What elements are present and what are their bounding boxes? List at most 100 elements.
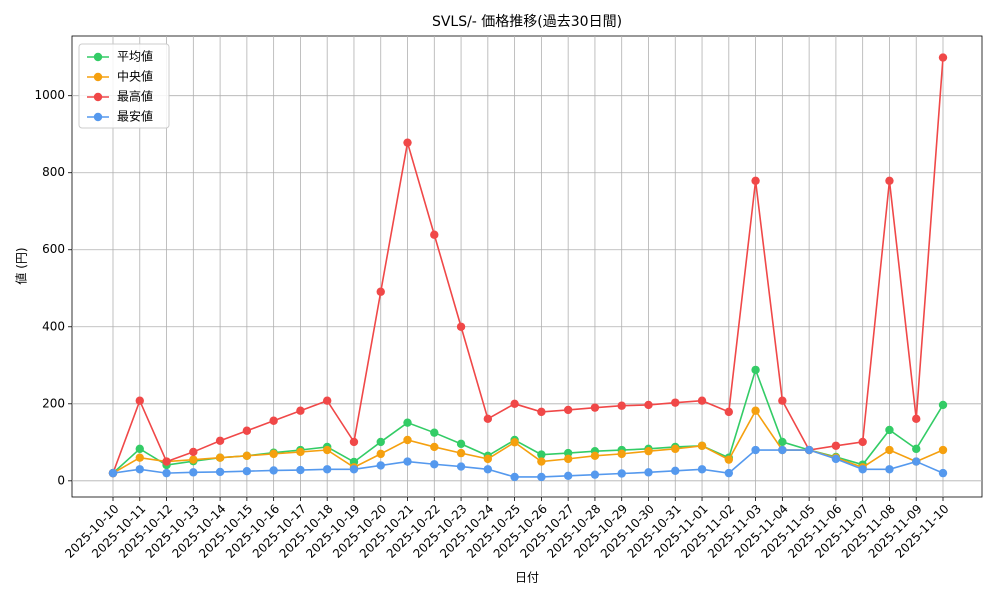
data-point — [590, 470, 600, 479]
data-point — [376, 449, 385, 459]
data-point — [349, 437, 359, 447]
data-point — [510, 438, 519, 447]
data-point — [322, 465, 332, 474]
data-point — [563, 405, 573, 415]
data-point — [563, 471, 573, 481]
data-point — [537, 457, 546, 466]
data-point — [644, 446, 653, 456]
legend-marker — [93, 92, 103, 102]
y-tick-label: 600 — [42, 242, 65, 256]
data-point — [617, 449, 626, 459]
data-point — [912, 457, 921, 466]
data-point — [269, 449, 278, 459]
data-point — [644, 468, 653, 477]
data-point — [242, 426, 252, 435]
data-point — [483, 414, 493, 424]
data-point — [751, 406, 760, 415]
data-point — [403, 435, 412, 445]
data-point — [296, 406, 305, 415]
data-point — [751, 176, 760, 186]
data-point — [617, 469, 626, 478]
data-point — [189, 447, 198, 457]
legend-marker — [93, 112, 103, 122]
legend-marker — [93, 72, 103, 82]
data-point — [403, 457, 412, 466]
data-point — [108, 468, 118, 478]
data-point — [269, 416, 278, 425]
data-point — [912, 444, 921, 454]
legend-label: 最安値 — [117, 109, 153, 124]
series-line — [112, 449, 944, 478]
data-point — [697, 465, 707, 474]
data-point — [697, 441, 707, 450]
data-point — [456, 448, 466, 458]
data-point — [938, 468, 948, 478]
y-tick-label: 1000 — [34, 88, 65, 102]
data-point — [483, 465, 493, 474]
data-point — [430, 460, 439, 469]
data-point — [885, 176, 894, 186]
data-point — [590, 403, 600, 412]
data-point — [269, 466, 278, 475]
legend-label: 中央値 — [117, 69, 153, 84]
data-point — [751, 365, 760, 375]
data-point — [804, 445, 814, 455]
series-line — [112, 57, 944, 474]
data-point — [938, 53, 948, 62]
data-point — [296, 447, 305, 457]
legend-frame — [78, 43, 170, 129]
data-point — [510, 472, 519, 482]
data-point — [778, 437, 787, 447]
data-point — [912, 414, 921, 424]
y-axis-label: 値 (円) — [14, 247, 29, 284]
data-point — [617, 401, 626, 410]
data-point — [938, 445, 948, 455]
data-point — [831, 454, 841, 464]
data-point — [724, 468, 734, 478]
data-point — [403, 418, 412, 427]
data-point — [296, 465, 305, 475]
y-tick-label: 0 — [57, 473, 65, 487]
data-point — [724, 407, 734, 417]
data-point — [456, 439, 466, 449]
data-point — [938, 400, 948, 410]
data-point — [322, 445, 332, 455]
data-point — [430, 230, 439, 239]
data-point — [135, 444, 144, 454]
chart-title: SVLS/- 価格推移(過去30日間) — [432, 14, 622, 30]
data-point — [671, 398, 680, 407]
data-point — [135, 396, 144, 405]
legend-marker — [93, 52, 103, 62]
data-point — [885, 465, 894, 474]
data-point — [189, 468, 198, 477]
y-tick-label: 400 — [42, 319, 65, 333]
data-point — [563, 448, 573, 458]
data-point — [537, 450, 546, 459]
data-point — [162, 457, 171, 466]
series-line — [112, 409, 944, 474]
data-point — [456, 462, 466, 471]
data-point — [456, 322, 466, 331]
data-point — [537, 407, 546, 417]
series-line — [112, 367, 944, 474]
data-point — [671, 444, 680, 454]
data-point — [885, 445, 894, 455]
data-point — [430, 428, 439, 437]
data-point — [778, 396, 787, 405]
plot-frame — [71, 35, 983, 498]
data-point — [537, 472, 546, 482]
x-axis-label: 日付 — [515, 571, 539, 585]
data-point — [697, 396, 707, 405]
data-point — [135, 465, 144, 474]
data-point — [162, 468, 171, 478]
data-point — [724, 455, 734, 464]
data-point — [215, 467, 225, 477]
data-point — [671, 466, 680, 476]
data-point — [885, 425, 894, 435]
data-point — [483, 454, 493, 464]
data-point — [590, 451, 600, 460]
data-point — [242, 451, 252, 460]
legend-label: 最高値 — [117, 89, 153, 104]
